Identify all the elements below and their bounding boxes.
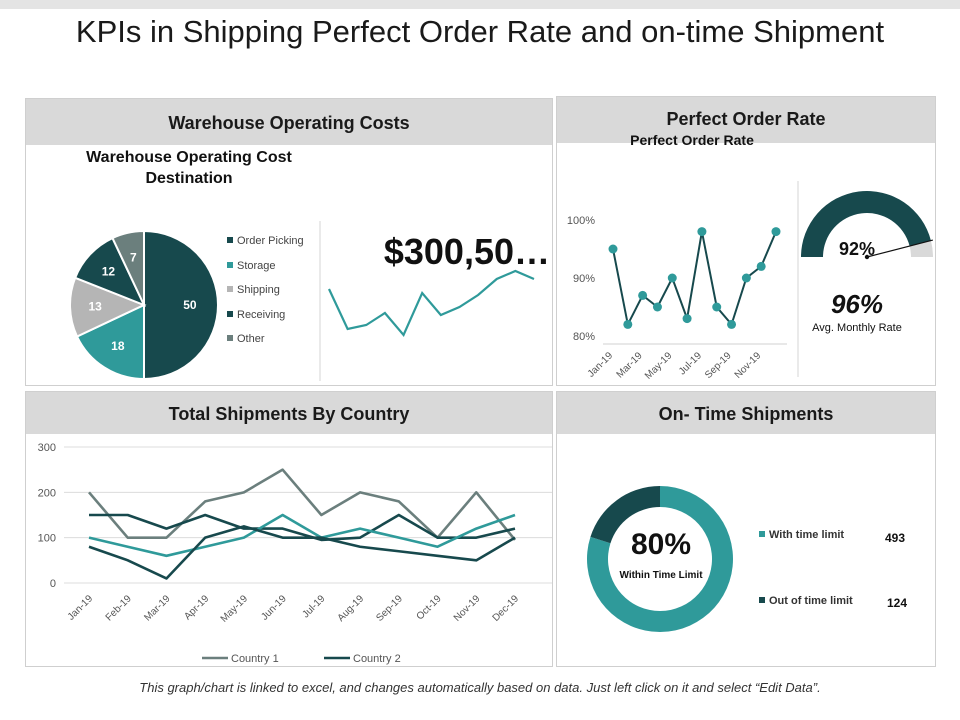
top-accent-bar: [0, 0, 960, 9]
avg-monthly-rate-value: 96%: [830, 289, 884, 319]
perfect-order-panel-header: Perfect Order Rate: [557, 97, 935, 143]
gauge-pivot: [864, 254, 870, 260]
legend-shipping: Shipping: [227, 284, 280, 296]
legend-swatch-other: [227, 335, 233, 341]
legend-label-other: Other: [237, 333, 265, 345]
por-point-apr-19: [652, 302, 662, 312]
por-point-jul-19: [697, 227, 707, 237]
ship-series-unnamed-3: [88, 513, 516, 558]
pie-label-receiving: 12: [102, 265, 116, 279]
donut-center-label: Within Time Limit: [619, 570, 703, 581]
legend-label-receiving: Receiving: [237, 308, 286, 321]
legend-receiving: Receiving: [227, 309, 285, 321]
count-with-time-limit: 493: [885, 531, 906, 545]
count-out-of-time-limit: 124: [887, 596, 908, 610]
pie-label-storage: 18: [111, 339, 125, 353]
por-point-may-19: [667, 273, 677, 283]
legend-label-country-2: Country 2: [353, 653, 401, 665]
pie-slice-shipping: [69, 276, 147, 338]
ship-x-tick-jan-19: Jan-19: [66, 593, 96, 623]
ship-series-country-2: [89, 513, 516, 542]
ship-y-tick-300: 300: [38, 442, 56, 454]
legend-label-shipping: Shipping: [237, 284, 280, 296]
legend-swatch-receiving: [227, 310, 233, 317]
legend-label-order-picking: Order Picking: [237, 235, 304, 247]
por-point-dec-19: [771, 227, 781, 237]
legend-label-with-time-limit: With time limit: [769, 529, 845, 541]
ship-x-tick-mar-19: Mar-19: [142, 593, 172, 623]
donut-center-value: 80%: [630, 528, 692, 561]
ship-x-tick-feb-19: Feb-19: [104, 593, 134, 623]
footer-note: This graph/chart is linked to excel, and…: [139, 680, 821, 695]
por-point-aug-19: [712, 302, 722, 312]
page-title: KPIs in Shipping Perfect Order Rate and …: [75, 14, 885, 49]
por-y-tick-90-: 90%: [573, 273, 595, 285]
legend-out-of-time-limit: Out of time limit: [759, 595, 853, 607]
shipments-line-chart[interactable]: 0 100 200 300 Jan-19 Feb-19 Mar-19 Apr-19 May-19…: [26, 392, 554, 668]
legend-label-country-1: Country 1: [231, 653, 279, 665]
perfect-order-gauge[interactable]: [557, 97, 937, 387]
gauge-needle: [866, 239, 934, 258]
legend-label-storage: Storage: [237, 259, 276, 272]
legend-order-picking: Order Picking: [227, 235, 304, 247]
swatch-with-time-limit: [759, 531, 765, 537]
por-point-jan-19: [608, 244, 618, 254]
pie-slice-storage: [75, 303, 145, 381]
por-point-nov-19: [756, 261, 766, 271]
on-time-donut-chart[interactable]: [557, 392, 937, 668]
pie-slice-order-picking: [143, 229, 219, 381]
ship-x-tick-jun-19: Jun-19: [259, 593, 289, 623]
perfect-order-chart-title: Perfect Order Rate: [630, 132, 754, 148]
warehouse-panel-header: Warehouse Operating Costs: [26, 99, 552, 145]
warehouse-total-cost: $300,50…: [383, 231, 550, 272]
ship-x-tick-jul-19: Jul-19: [300, 593, 327, 620]
avg-monthly-rate-label: Avg. Monthly Rate: [812, 322, 902, 334]
por-point-feb-19: [623, 319, 633, 329]
warehouse-panel[interactable]: Warehouse Operating Costs Warehouse Oper…: [25, 98, 553, 386]
legend-storage: Storage: [227, 260, 276, 272]
legend-label-out-of-time-limit: Out of time limit: [769, 595, 853, 607]
ship-x-tick-oct-19: Oct-19: [415, 593, 444, 622]
on-time-panel-header: On- Time Shipments: [557, 392, 935, 434]
por-point-oct-19: [741, 273, 751, 283]
gauge-value: 92%: [838, 239, 876, 259]
por-point-jun-19: [682, 314, 692, 324]
legend-swatch-order-picking: [227, 237, 233, 243]
pie-label-order-picking: 50: [183, 298, 197, 312]
por-point-mar-19: [638, 290, 648, 300]
ship-x-tick-may-19: May-19: [219, 593, 251, 625]
pie-label-shipping: 13: [89, 300, 103, 314]
legend-with-time-limit: With time limit: [759, 529, 844, 541]
pie-slice-other: [111, 229, 145, 306]
por-y-tick-100-: 100%: [567, 215, 595, 227]
shipments-panel-header: Total Shipments By Country: [26, 392, 552, 434]
ship-y-tick-0: 0: [50, 578, 56, 590]
warehouse-sparkline[interactable]: [26, 99, 554, 387]
sparkline-path: [328, 269, 535, 338]
shipments-panel[interactable]: Total Shipments By Country 0 100 200 300 Jan…: [25, 391, 553, 667]
pie-chart-title: Warehouse Operating Cost Destination: [86, 149, 292, 187]
ship-x-tick-dec-19: Dec-19: [491, 593, 522, 624]
ship-y-tick-200: 200: [38, 487, 56, 499]
ship-y-tick-100: 100: [38, 533, 56, 545]
ship-x-tick-apr-19: Apr-19: [182, 593, 211, 622]
warehouse-pie-chart[interactable]: 50 18 13 12 7: [26, 99, 554, 387]
on-time-panel[interactable]: On- Time Shipments 80% Within Time Limit…: [556, 391, 936, 667]
por-y-tick-80-: 80%: [573, 331, 595, 343]
ship-x-tick-sep-19: Sep-19: [374, 593, 405, 624]
donut-slice-out-of-time-limit: [590, 486, 660, 544]
legend-swatch-storage: [227, 261, 233, 268]
swatch-out-of-time-limit: [759, 597, 765, 603]
ship-series-country-1: [88, 468, 517, 541]
pie-label-other: 7: [130, 250, 137, 264]
perfect-order-panel[interactable]: Perfect Order Rate Perfect Order Rate 80…: [556, 96, 936, 386]
ship-series-unnamed-4: [88, 525, 516, 580]
ship-x-tick-nov-19: Nov-19: [452, 593, 483, 624]
ship-x-tick-aug-19: Aug-19: [336, 593, 367, 624]
por-point-sep-19: [727, 319, 737, 329]
legend-swatch-shipping: [227, 286, 233, 292]
legend-other: Other: [227, 333, 265, 345]
gauge-filled-arc: [801, 190, 931, 257]
